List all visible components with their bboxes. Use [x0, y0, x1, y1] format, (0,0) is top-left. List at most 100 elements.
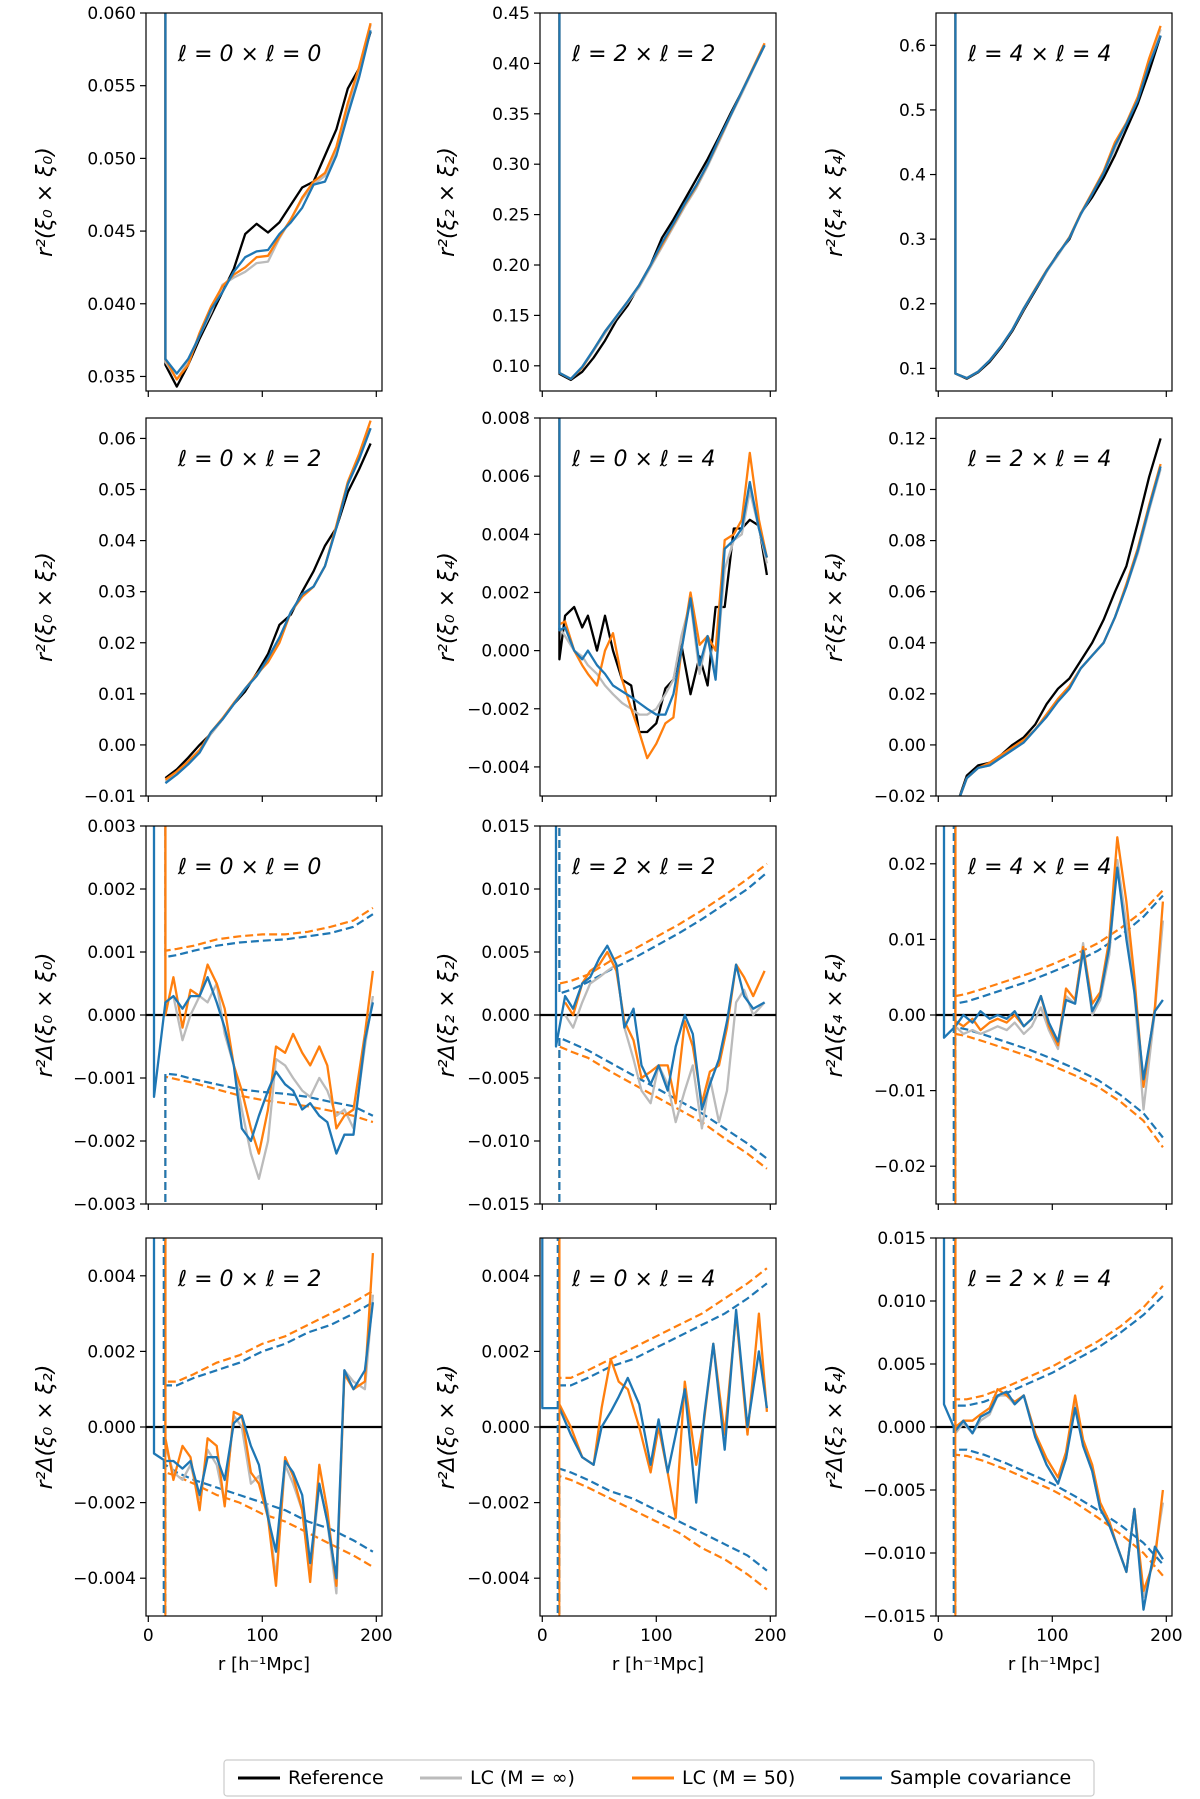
y-tick-label: 0.045 [87, 222, 136, 242]
band-upper-2 [558, 1238, 768, 1387]
series-line-2 [954, 826, 1165, 1088]
y-tick-label: 0.004 [481, 525, 530, 545]
subplot-7: −0.003 −0.002 −0.001 0.000 0.001 0.002 0.003 ℓ … [33, 817, 383, 1215]
y-tick-label: 0.30 [492, 155, 530, 175]
band-upper-2 [558, 826, 768, 996]
y-tick-label: 0.010 [481, 880, 530, 900]
y-tick-label: 0.055 [87, 77, 136, 97]
y-tick-label: 0.008 [481, 409, 530, 429]
y-tick-label: −0.010 [863, 1544, 926, 1564]
series-line-3 [152, 826, 375, 1155]
y-tick-label: 0.005 [877, 1355, 926, 1375]
x-tick-label: 0 [933, 1626, 944, 1646]
panel-title: ℓ = 0 × ℓ = 0 [177, 42, 321, 67]
x-tick-label: 200 [1150, 1626, 1182, 1646]
x-tick-label: 100 [246, 1626, 278, 1646]
band-lower-1 [954, 1032, 1164, 1204]
y-tick-label: 0.02 [888, 855, 926, 875]
y-tick-label: 0.004 [87, 1267, 136, 1287]
y-tick-label: 0.01 [98, 685, 136, 705]
subplot-8: −0.015 −0.010 −0.005 0.000 0.005 0.010 0.015 ℓ … [435, 817, 777, 1215]
band-upper-1 [558, 1238, 768, 1379]
axes-frame [935, 12, 1173, 392]
band-lower-2 [164, 1072, 374, 1204]
y-tick-label: 0.000 [87, 1006, 136, 1026]
y-tick-label: 0.015 [877, 1229, 926, 1249]
y-axis-label: r²Δ(ξ₂ × ξ₄) [823, 1365, 848, 1490]
axes-frame [539, 417, 777, 797]
band-upper-1 [954, 1238, 1164, 1401]
y-tick-label: 0.40 [492, 54, 530, 74]
y-tick-label: 0.02 [98, 634, 136, 654]
y-tick-label: −0.004 [467, 1569, 530, 1589]
y-tick-label: 0.035 [87, 367, 136, 387]
y-tick-label: 0.002 [87, 880, 136, 900]
y-tick-label: 0.00 [888, 736, 926, 756]
y-tick-label: −0.005 [863, 1481, 926, 1501]
plot-area [936, 1238, 1172, 1616]
series-line-1 [164, 443, 372, 780]
panel-title: ℓ = 2 × ℓ = 2 [571, 42, 715, 67]
x-axis-label: r [h⁻¹Mpc] [1008, 1654, 1100, 1675]
series-line-2 [164, 826, 375, 1155]
y-tick-label: −0.010 [467, 1132, 530, 1152]
band-lower-2 [954, 1448, 1164, 1616]
y-tick-label: 0.000 [481, 642, 530, 662]
y-tick-label: −0.004 [73, 1569, 136, 1589]
y-tick-label: 0.06 [888, 583, 926, 603]
y-tick-label: 0.35 [492, 105, 530, 125]
series-line-4 [164, 427, 372, 785]
series-line-2 [558, 418, 769, 716]
plot-area [146, 1238, 382, 1616]
y-tick-label: 0.000 [481, 1006, 530, 1026]
y-axis-label: r²(ξ₄ × ξ₄) [823, 147, 848, 257]
plot-area [558, 418, 769, 760]
y-tick-label: −0.002 [73, 1132, 136, 1152]
subplot-9: −0.02 −0.01 0.00 0.01 0.02 ℓ = 4 × ℓ = 4 r²Δ(ξ… [823, 825, 1173, 1210]
x-tick-label: 100 [640, 1626, 672, 1646]
series-line-1 [564, 963, 766, 1130]
series-line-3 [164, 420, 372, 781]
subplot-1: 0.035 0.040 0.045 0.050 0.055 0.060 ℓ = 0 × ℓ … [33, 4, 383, 397]
panel-title: ℓ = 0 × ℓ = 2 [177, 447, 321, 472]
y-tick-label: 0.03 [98, 583, 136, 603]
y-tick-label: 0.002 [481, 583, 530, 603]
panel-title: ℓ = 2 × ℓ = 4 [967, 447, 1111, 472]
series-line-4 [558, 418, 769, 716]
y-tick-label: 0.004 [481, 1267, 530, 1287]
y-tick-label: −0.02 [874, 1157, 926, 1177]
y-tick-label: 0.003 [87, 817, 136, 837]
y-axis-label: r²Δ(ξ₀ × ξ₀) [33, 953, 58, 1078]
subplot-10: −0.004 −0.002 0.000 0.002 0.004 0 100 200 ℓ = 0 … [33, 1237, 393, 1675]
y-tick-label: 0.10 [492, 357, 530, 377]
y-tick-label: 0.001 [87, 943, 136, 963]
x-tick-label: 100 [1036, 1626, 1068, 1646]
y-tick-label: −0.003 [73, 1195, 136, 1215]
panel-title: ℓ = 2 × ℓ = 4 [967, 1267, 1111, 1292]
subplot-3: 0.1 0.2 0.3 0.4 0.5 0.6 ℓ = 4 × ℓ = 4 r²(ξ₄ × ξ… [823, 12, 1173, 397]
band-upper-1 [164, 826, 374, 952]
series-line-3 [958, 463, 1162, 796]
axes-frame [145, 12, 383, 392]
series-line-4 [558, 13, 766, 381]
y-tick-label: −0.002 [467, 1494, 530, 1514]
band-upper-1 [558, 826, 768, 985]
subplot-12: −0.015 −0.010 −0.005 0.000 0.005 0.010 0.015 0 1… [823, 1229, 1183, 1675]
y-axis-label: r²Δ(ξ₄ × ξ₄) [823, 953, 848, 1078]
legend-label-4: Sample covariance [890, 1767, 1071, 1789]
x-tick-label: 0 [143, 1626, 154, 1646]
axes-frame [935, 417, 1173, 797]
y-tick-label: 0.1 [899, 359, 926, 379]
subplot-11: −0.004 −0.002 0.000 0.002 0.004 0 100 200 ℓ = 0 … [435, 1237, 787, 1675]
plot-area [936, 826, 1172, 1204]
y-tick-label: 0.6 [899, 36, 926, 56]
y-tick-label: −0.02 [874, 787, 926, 807]
band-lower-1 [954, 1453, 1164, 1616]
y-tick-label: 0.000 [877, 1418, 926, 1438]
y-axis-label: r²Δ(ξ₀ × ξ₄) [435, 1365, 460, 1490]
plot-area [954, 13, 1162, 380]
series-line-2 [541, 1238, 769, 1504]
y-tick-label: 0.04 [888, 634, 926, 654]
legend-label-2: LC (M = ∞) [470, 1767, 575, 1789]
